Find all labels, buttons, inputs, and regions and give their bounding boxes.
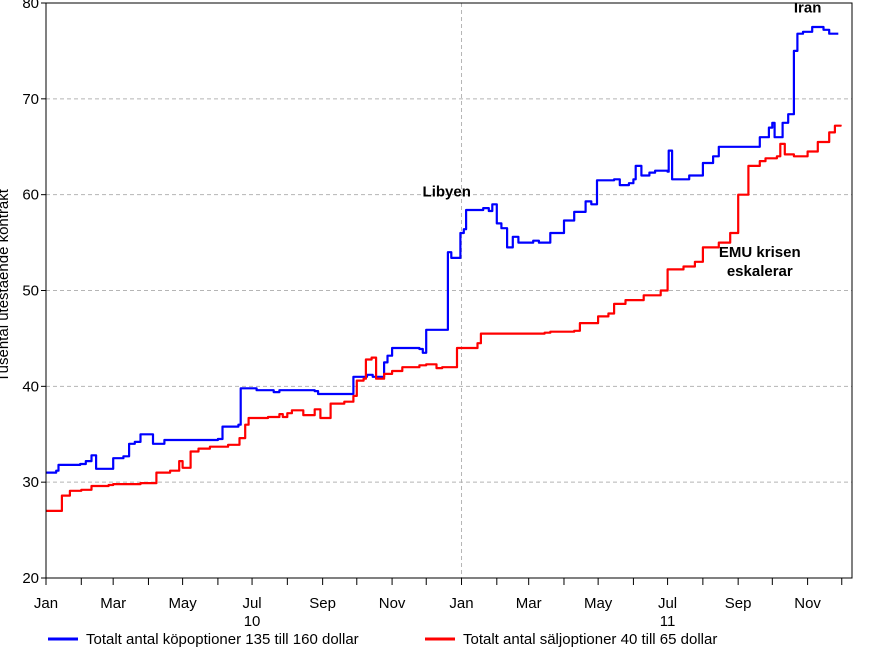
series-layer bbox=[46, 25, 842, 512]
annotation-label: Libyen bbox=[423, 184, 471, 201]
x-tick-label: May bbox=[168, 595, 197, 612]
year-label: 11 bbox=[660, 613, 676, 630]
x-tick-label: Jul bbox=[242, 595, 261, 612]
legend: Totalt antal köpoptioner 135 till 160 do… bbox=[48, 631, 717, 648]
x-tick-label: Jan bbox=[34, 595, 58, 612]
y-tick-label: 40 bbox=[22, 378, 39, 395]
y-axis-label: Tusental utestående kontrakt bbox=[0, 188, 12, 382]
year-labels: 10 11 bbox=[244, 613, 676, 630]
x-tick-label: Nov bbox=[379, 595, 406, 612]
x-tick-label: Mar bbox=[516, 595, 542, 612]
year-label: 10 bbox=[244, 613, 261, 630]
x-tick-label: Sep bbox=[309, 595, 336, 612]
y-tick-label: 60 bbox=[22, 187, 39, 204]
x-tick-label: Jul bbox=[658, 595, 677, 612]
y-tick-label: 70 bbox=[22, 91, 39, 108]
x-tick-label: Sep bbox=[725, 595, 752, 612]
annotation-label: EMU krisen bbox=[719, 244, 801, 261]
x-tick-label: May bbox=[584, 595, 613, 612]
annotations: Iran Libyen EMU krisen eskalerar bbox=[423, 0, 822, 280]
legend-label: Totalt antal säljoptioner 40 till 65 dol… bbox=[463, 631, 717, 648]
y-tick-label: 20 bbox=[22, 570, 39, 587]
series-line-call-options bbox=[46, 25, 839, 474]
x-tick-label: Jan bbox=[449, 595, 473, 612]
y-tick-label: 30 bbox=[22, 474, 39, 491]
y-tick-label: 80 bbox=[22, 0, 39, 12]
legend-label: Totalt antal köpoptioner 135 till 160 do… bbox=[86, 631, 359, 648]
annotation-label: eskalerar bbox=[727, 263, 793, 280]
y-axis: 20 30 40 50 60 70 80 bbox=[22, 0, 46, 587]
annotation-label: Iran bbox=[794, 0, 822, 17]
x-tick-label: Nov bbox=[794, 595, 821, 612]
x-axis: Jan Mar May Jul Sep Nov Jan Mar May Jul Sep Nov bbox=[34, 578, 843, 612]
y-tick-label: 50 bbox=[22, 283, 39, 300]
x-tick-label: Mar bbox=[100, 595, 126, 612]
series-line-put-options bbox=[46, 124, 842, 512]
